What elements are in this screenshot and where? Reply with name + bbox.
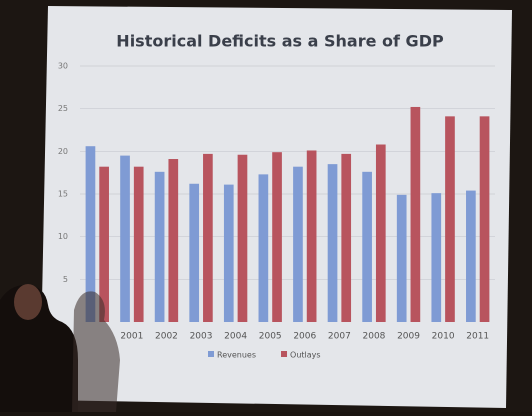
bar	[133, 166, 144, 322]
bar	[293, 166, 303, 322]
x-tick-label: 2008	[363, 332, 386, 342]
bar	[410, 106, 421, 323]
x-tick-label: 2011	[466, 332, 489, 342]
x-tick-label: 2005	[259, 332, 282, 342]
y-tick-label: 25	[58, 104, 68, 113]
y-tick-label: 10	[58, 232, 68, 241]
bar	[223, 184, 234, 322]
y-tick-label: 30	[58, 62, 68, 71]
bar	[154, 171, 165, 322]
bar	[120, 155, 130, 322]
y-tick-label: 15	[58, 190, 68, 199]
bar	[85, 146, 96, 322]
x-tick-label: 2006	[293, 332, 316, 342]
bar	[99, 166, 109, 322]
presenter	[0, 285, 78, 412]
bar	[375, 144, 386, 322]
x-tick-label: 2003	[190, 332, 213, 342]
bar	[258, 174, 269, 322]
bar	[189, 183, 200, 322]
bar	[341, 153, 352, 322]
bar	[396, 194, 407, 322]
bar	[168, 159, 179, 322]
legend-label: Revenues	[217, 351, 256, 360]
x-tick-label: 2009	[397, 332, 420, 342]
bar	[445, 116, 455, 322]
y-tick-label: 5	[63, 275, 68, 284]
x-tick-label: 2004	[224, 332, 247, 342]
x-tick-label: 2002	[155, 332, 178, 342]
shadow	[72, 291, 120, 412]
plot: 5 10 15 20 25 30 2001 2002 2003 2004 2005 2006 2007 2…	[58, 62, 495, 342]
bar	[327, 164, 338, 322]
x-tick-label: 2001	[120, 332, 143, 342]
chart-title: Historical Deficits as a Share of GDP	[116, 32, 444, 51]
legend-label: Outlays	[290, 351, 321, 360]
bar	[431, 193, 442, 322]
bar	[479, 116, 490, 322]
bar	[272, 152, 282, 322]
bar	[362, 171, 372, 322]
bar	[203, 153, 213, 322]
legend: Revenues Outlays	[208, 351, 321, 360]
bar	[237, 154, 248, 322]
bar	[466, 190, 476, 322]
x-tick-label: 2010	[432, 332, 455, 342]
legend-swatch	[208, 351, 214, 357]
presenter-head	[14, 284, 42, 320]
legend-swatch	[281, 351, 288, 357]
x-tick-label: 2007	[328, 332, 351, 342]
bar	[306, 150, 317, 322]
y-tick-label: 20	[58, 147, 68, 156]
